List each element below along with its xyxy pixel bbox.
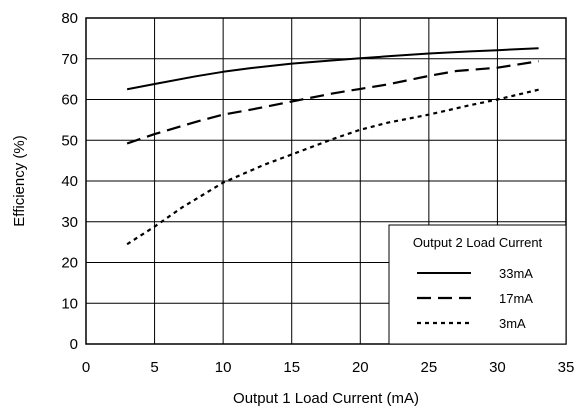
x-tick-label: 15 [283,359,300,376]
x-tick-label: 35 [558,359,575,376]
y-tick-label: 70 [61,51,78,68]
legend-title: Output 2 Load Current [413,235,543,250]
legend-label-3mA: 3mA [499,316,526,331]
x-axis-title: Output 1 Load Current (mA) [233,390,419,407]
y-tick-label: 80 [61,10,78,27]
x-tick-label: 30 [489,359,506,376]
legend-box [388,224,567,345]
y-tick-label: 30 [61,214,78,231]
x-tick-label: 10 [215,359,232,376]
x-tick-label: 0 [82,359,90,376]
y-tick-label: 20 [61,255,78,272]
y-tick-label: 10 [61,295,78,312]
legend-label-33mA: 33mA [499,266,533,281]
plot-frame [85,17,567,345]
series-line-17mA [126,60,539,145]
legend-label-17mA: 17mA [499,291,533,306]
grid [86,18,566,344]
series-lines [126,47,539,246]
y-axis-title: Efficiency (%) [11,135,28,226]
x-tick-label: 5 [150,359,158,376]
legend: Output 2 Load Current 33mA 17mA 3mA [388,224,567,345]
series-line-33mA [126,47,539,91]
x-tick-label: 20 [352,359,369,376]
y-tick-label: 0 [70,336,78,353]
legend-items: 33mA 17mA 3mA [417,266,533,331]
series-line-3mA [126,88,539,246]
tick-labels: 0 5 10 15 20 25 30 35 0 10 20 30 40 50 60 70 80 [61,10,574,376]
y-tick-label: 50 [61,132,78,149]
y-tick-label: 60 [61,92,78,109]
y-tick-label: 40 [61,173,78,190]
x-tick-label: 25 [421,359,438,376]
